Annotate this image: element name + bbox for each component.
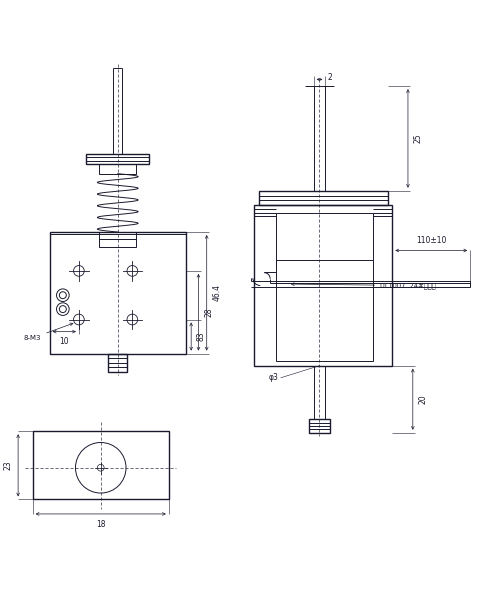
Text: 8-M3: 8-M3 <box>24 323 73 341</box>
Text: UL1007  24#红黑色: UL1007 24#红黑色 <box>292 282 436 289</box>
Text: 110±10: 110±10 <box>416 236 446 244</box>
Text: 28: 28 <box>204 307 213 317</box>
Text: 83: 83 <box>197 332 206 341</box>
Text: 18: 18 <box>96 520 106 529</box>
Text: 23: 23 <box>3 460 12 470</box>
Text: 46.4: 46.4 <box>213 284 221 301</box>
Text: 10: 10 <box>59 338 69 347</box>
Text: 2: 2 <box>328 73 332 82</box>
Text: φ3: φ3 <box>268 373 278 382</box>
Text: 25: 25 <box>414 134 423 143</box>
Text: 20: 20 <box>419 394 428 404</box>
